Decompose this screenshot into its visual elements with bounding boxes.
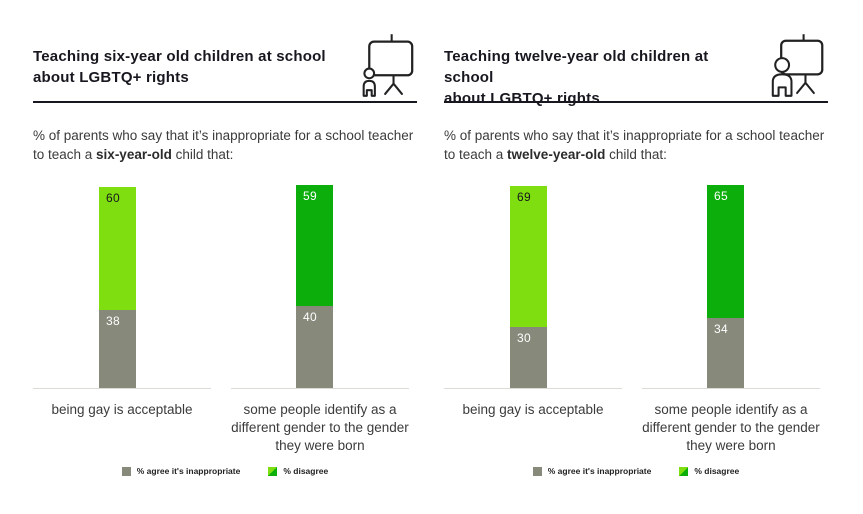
stacked-bar: 65 34	[707, 185, 744, 388]
legend-item-agree: % agree it's inappropriate	[532, 466, 652, 476]
legend-swatch-agree	[532, 466, 542, 476]
bar-segment-disagree: 65	[707, 185, 744, 318]
bar-segment-agree: 34	[707, 318, 744, 388]
legend-swatch-agree	[121, 466, 131, 476]
presentation-board-icon	[359, 32, 415, 98]
stacked-bar: 69 30	[510, 186, 547, 388]
legend-item-disagree: % disagree	[268, 466, 328, 476]
panel-title-line1: Teaching twelve-year old children at sch…	[444, 48, 709, 86]
category-labels: being gay is acceptable some people ident…	[33, 401, 417, 461]
panel-title: Teaching twelve-year old children at sch…	[444, 46, 754, 109]
bar-segment-disagree: 60	[99, 187, 136, 310]
panel-six-year-olds: Teaching six-year old children at school…	[33, 0, 417, 514]
legend-swatch-disagree	[268, 466, 278, 476]
legend-item-agree: % agree it's inappropriate	[121, 466, 241, 476]
bar-segment-agree: 40	[296, 306, 333, 388]
bar-group: 69 30	[444, 175, 622, 389]
chart-subtitle: % of parents who say that it’s inappropr…	[444, 128, 825, 162]
bar-value-label: 38	[106, 314, 120, 328]
legend-label-agree: % agree it's inappropriate	[136, 466, 241, 476]
bar-value-label: 69	[517, 190, 531, 204]
bar-group: 60 38	[33, 175, 211, 389]
stacked-bar: 59 40	[296, 185, 333, 388]
axis-baseline	[642, 388, 820, 389]
chart-subtitle: % of parents who say that it’s inappropr…	[33, 128, 414, 162]
category-label: being gay is acceptable	[51, 402, 193, 417]
panel-title-line1: Teaching six-year old children at school	[33, 48, 326, 65]
legend-label-disagree: % disagree	[283, 466, 329, 476]
panel-twelve-year-olds: Teaching twelve-year old children at sch…	[444, 0, 828, 514]
legend-swatch-disagree	[679, 466, 689, 476]
category-labels: being gay is acceptable some people ident…	[444, 401, 828, 461]
stacked-bar-chart: 69 30 65 34	[444, 175, 828, 389]
bar-value-label: 34	[714, 322, 728, 336]
bar-segment-agree: 30	[510, 327, 547, 388]
bar-segment-disagree: 69	[510, 186, 547, 327]
stacked-bar-chart: 60 38 59 40	[33, 175, 417, 389]
category-label: some people identify as a different gend…	[642, 402, 820, 453]
panel-title-line2: about LGBTQ+ rights	[444, 90, 600, 107]
bar-group: 59 40	[231, 175, 409, 389]
chart-legend: % agree it's inappropriate % disagree	[444, 466, 828, 476]
legend-item-disagree: % disagree	[679, 466, 739, 476]
bar-value-label: 30	[517, 331, 531, 345]
panel-title-line2: about LGBTQ+ rights	[33, 69, 189, 86]
bar-value-label: 59	[303, 189, 317, 203]
legend-label-agree: % agree it's inappropriate	[547, 466, 652, 476]
header-divider	[444, 101, 828, 103]
legend-label-disagree: % disagree	[694, 466, 740, 476]
category-label: being gay is acceptable	[462, 402, 604, 417]
bar-value-label: 40	[303, 310, 317, 324]
bar-group: 65 34	[642, 175, 820, 389]
axis-baseline	[231, 388, 409, 389]
axis-baseline	[444, 388, 622, 389]
presentation-board-icon	[770, 32, 826, 98]
chart-legend: % agree it's inappropriate % disagree	[33, 466, 417, 476]
panel-title: Teaching six-year old children at school…	[33, 46, 343, 88]
header-divider	[33, 101, 417, 103]
bar-segment-agree: 38	[99, 310, 136, 388]
category-label: some people identify as a different gend…	[231, 402, 409, 453]
bar-value-label: 65	[714, 189, 728, 203]
bar-segment-disagree: 59	[296, 185, 333, 306]
bar-value-label: 60	[106, 191, 120, 205]
axis-baseline	[33, 388, 211, 389]
stacked-bar: 60 38	[99, 187, 136, 388]
